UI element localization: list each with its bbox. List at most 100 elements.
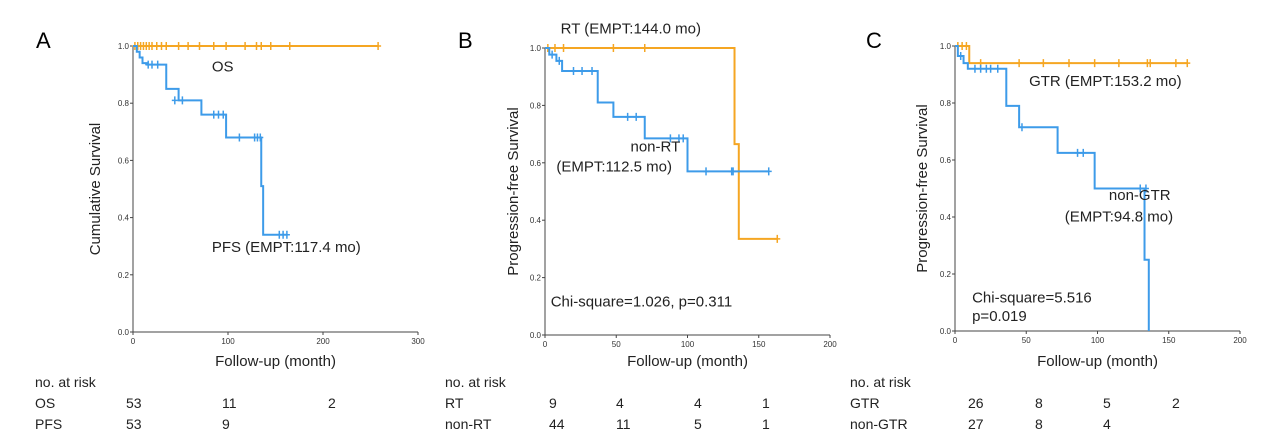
censor-mark-pfs [283, 230, 290, 239]
x-tick-label: 50 [612, 340, 621, 349]
annotation-label: PFS (EMPT:117.4 mo) [212, 239, 361, 256]
censor-mark-non-gtr [1142, 184, 1149, 193]
x-tick-label: 50 [1022, 336, 1031, 345]
censor-mark-gtr [1184, 59, 1191, 68]
y-tick-label: 0.6 [118, 156, 130, 165]
censor-mark-non-rt [570, 66, 577, 75]
censor-mark-os [267, 42, 274, 50]
y-tick-label: 0.4 [118, 214, 130, 223]
panel-letter: A [36, 28, 51, 53]
censor-mark-gtr [1115, 59, 1122, 68]
x-tick-label: 0 [953, 336, 958, 345]
risk-row-label: non-GTR [850, 416, 908, 432]
censor-mark-os [210, 42, 217, 50]
censor-mark-gtr [1147, 59, 1154, 68]
annotation-label: GTR (EMPT:153.2 mo) [1029, 73, 1182, 90]
annotation-label: non-GTR [1109, 187, 1171, 204]
risk-value: 4 [1103, 416, 1111, 432]
censor-mark-os [185, 42, 192, 50]
x-axis-title: Follow-up (month) [215, 353, 336, 370]
risk-value: 9 [222, 416, 230, 432]
annotation-label: (EMPT:94.8 mo) [1065, 208, 1173, 225]
censor-mark-pfs [257, 133, 264, 142]
censor-mark-non-rt [549, 50, 556, 59]
y-tick-label: 0.8 [118, 99, 130, 108]
censor-mark-non-gtr [957, 51, 964, 60]
censor-mark-os [175, 42, 182, 50]
risk-value: 27 [968, 416, 984, 432]
y-tick-label: 0.2 [118, 271, 130, 280]
censor-mark-rt [551, 44, 558, 52]
risk-table-title: no. at risk [850, 374, 912, 390]
censor-mark-rt [610, 44, 617, 52]
y-tick-label: 1.0 [118, 42, 130, 51]
series-line-pfs [133, 45, 287, 236]
risk-value: 5 [694, 416, 702, 432]
censor-mark-os [286, 42, 293, 50]
risk-row-label: non-RT [445, 416, 492, 432]
censor-mark-non-rt [667, 134, 674, 143]
x-tick-label: 150 [1162, 336, 1176, 345]
y-tick-label: 0.0 [530, 331, 542, 340]
censor-mark-gtr [1091, 59, 1098, 68]
censor-mark-os [258, 42, 265, 50]
risk-table-title: no. at risk [445, 374, 507, 390]
series-line-rt [545, 47, 778, 240]
risk-value: 11 [616, 416, 631, 432]
x-tick-label: 200 [1233, 336, 1247, 345]
risk-value: 44 [549, 416, 565, 432]
x-tick-label: 0 [131, 337, 136, 346]
censor-mark-non-gtr [1080, 148, 1087, 157]
censor-mark-non-rt [556, 56, 563, 65]
x-tick-label: 100 [221, 337, 235, 346]
risk-value: 53 [126, 395, 142, 411]
censor-mark-pfs [149, 60, 155, 69]
y-tick-label: 0.2 [940, 270, 952, 279]
x-axis-title: Follow-up (month) [1037, 353, 1158, 370]
censor-mark-os [375, 42, 382, 50]
annotation-label: RT (EMPT:144.0 mo) [561, 21, 701, 38]
annotation-label: Chi-square=1.026, p=0.311 [551, 293, 733, 310]
y-tick-label: 0.6 [940, 156, 952, 165]
censor-mark-os [163, 42, 170, 50]
censor-mark-gtr [963, 42, 970, 50]
panel-a: A 0.0 0.2 0.4 0.6 0.8 1.0 0 100 200 300 Cumulative … [35, 28, 425, 432]
censor-mark-non-gtr [971, 64, 978, 73]
x-tick-label: 150 [752, 340, 766, 349]
risk-value: 9 [549, 395, 557, 411]
y-tick-label: 0.2 [530, 274, 542, 283]
censor-mark-non-rt [624, 112, 631, 121]
y-tick-label: 0.4 [530, 216, 542, 225]
censor-mark-gtr [1172, 59, 1179, 68]
censor-mark-non-rt [633, 112, 640, 121]
censor-mark-rt [641, 44, 648, 52]
x-axis-title: Follow-up (month) [627, 353, 748, 370]
censor-mark-non-gtr [1137, 184, 1144, 193]
x-tick-label: 200 [823, 340, 837, 349]
censor-mark-gtr [1066, 59, 1072, 68]
risk-value: 2 [1172, 395, 1180, 411]
risk-value: 1 [762, 395, 770, 411]
y-axis-title: Progression-free Survival [914, 104, 931, 272]
y-tick-label: 1.0 [940, 42, 952, 51]
censor-mark-pfs [154, 60, 161, 69]
censor-mark-non-gtr [977, 64, 984, 73]
series-line-gtr [955, 45, 1188, 65]
y-tick-label: 0.4 [940, 213, 952, 222]
censor-mark-gtr [1040, 59, 1047, 68]
risk-value: 1 [762, 416, 770, 432]
x-tick-label: 200 [316, 337, 330, 346]
censor-mark-non-rt [730, 167, 737, 176]
risk-row-label: PFS [35, 416, 62, 432]
y-tick-label: 0.0 [940, 327, 952, 336]
panel-c: C 0.0 0.2 0.4 0.6 0.8 1.0 0 50 100 150 200 Progressi… [850, 28, 1247, 432]
x-tick-label: 300 [411, 337, 425, 346]
censor-mark-non-rt [765, 167, 772, 176]
annotation-label: p=0.019 [972, 308, 1027, 325]
censor-mark-pfs [236, 133, 243, 142]
y-tick-label: 0.8 [940, 99, 952, 108]
censor-mark-non-rt [680, 134, 687, 143]
censor-mark-non-gtr [1018, 123, 1025, 132]
y-tick-label: 0.8 [530, 101, 542, 110]
